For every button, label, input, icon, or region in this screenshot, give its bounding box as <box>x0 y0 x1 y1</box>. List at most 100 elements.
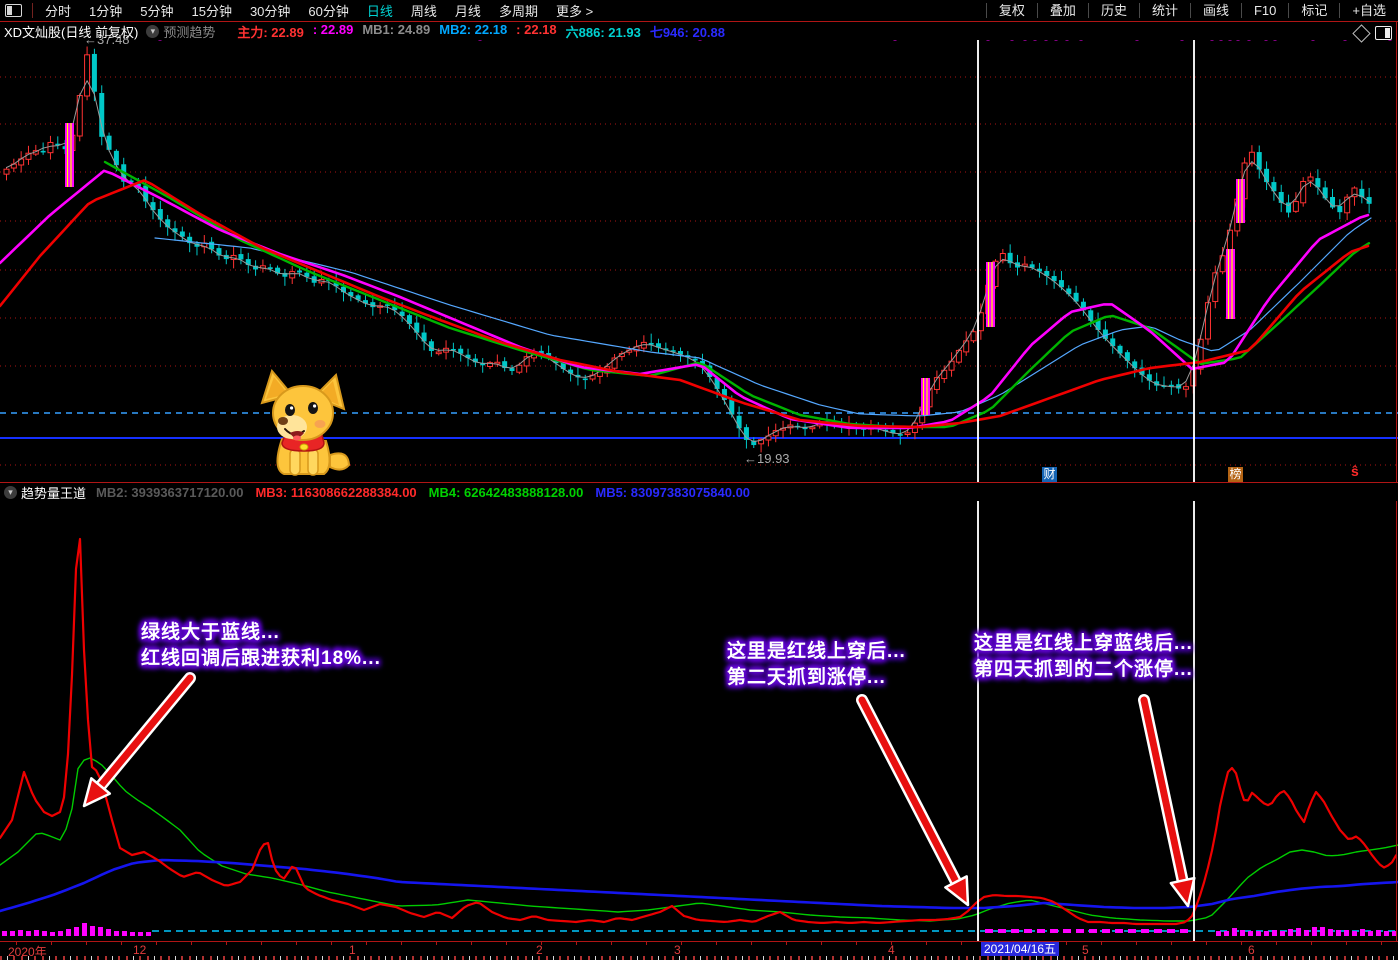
period-tab-8[interactable]: 周线 <box>410 4 437 19</box>
signal-dots-row <box>158 40 1392 41</box>
chart-title-row: XD文灿股(日线 前复权) ▾ 预测趋势 主力: 22.89: 22.89 MB1… <box>0 22 734 41</box>
title-indicator-value: 六886: 21.93 <box>565 25 641 40</box>
axis-tick <box>51 942 52 945</box>
annotation-text-2: 这里是红线上穿后... 第二天抓到涨停... <box>727 639 906 691</box>
main-candlestick-chart[interactable] <box>0 40 1398 482</box>
axis-date-label: 4 <box>888 943 895 957</box>
indicator-values: 主力: 22.89: 22.89 MB1: 24.89 MB2: 22.18: 22… <box>237 22 734 41</box>
sell-signal-marker: ŝ <box>1351 463 1359 479</box>
chart-corner-icons <box>1352 23 1392 43</box>
dog-mascot <box>252 368 352 479</box>
axis-tick <box>961 942 962 945</box>
axis-tick <box>156 942 157 945</box>
axis-tick <box>856 942 857 945</box>
period-tab-10[interactable]: 多周期 <box>498 4 538 19</box>
axis-tick <box>751 942 752 945</box>
chart-badge-marker: 榜 <box>1228 467 1243 482</box>
axis-tick <box>1346 942 1347 945</box>
axis-tick <box>681 942 682 945</box>
annotation-line: 这里是红线上穿后... <box>727 641 906 662</box>
panel-toggle-icon[interactable] <box>1375 26 1392 40</box>
period-tab-3[interactable]: 5分钟 <box>140 4 174 19</box>
price-callout-label: ←37.48 <box>84 32 130 47</box>
ma-green-line <box>103 160 1371 429</box>
axis-tick <box>1381 942 1382 945</box>
axis-tick <box>1206 942 1207 945</box>
axis-tick <box>401 942 402 945</box>
period-tab-5[interactable]: 30分钟 <box>249 4 291 19</box>
toolbar-button-2[interactable]: 叠加 <box>1036 3 1088 18</box>
axis-tick <box>576 942 577 945</box>
axis-date-label: 6 <box>1248 943 1255 957</box>
lower-indicator-name[interactable]: 趋势量王道 <box>21 485 87 501</box>
indicator-green-line <box>0 757 1398 922</box>
period-tab-9[interactable]: 月线 <box>454 4 481 19</box>
limit-up-highlight-bars <box>65 123 1245 415</box>
top-toolbar: 分时 1分钟 5分钟 15分钟 30分钟 60分钟 日线 周线 月线 多周期 更多 > 复权 叠加 历史… <box>0 0 1398 22</box>
axis-tick <box>1171 942 1172 945</box>
axis-tick <box>366 942 367 945</box>
indicator-name[interactable]: 预测趋势 <box>163 25 216 40</box>
axis-tick <box>1066 942 1067 945</box>
chevron-circle-icon[interactable]: ▾ <box>4 485 17 499</box>
candlestick-series <box>3 46 1372 453</box>
dog-mascot-image <box>260 368 351 476</box>
lower-indicator-value: MB2: 3939363717120.00 <box>96 484 244 500</box>
indicator-blue-line <box>0 858 1398 913</box>
toolbar-button-7[interactable]: 标记 <box>1288 3 1339 18</box>
axis-tick <box>541 942 542 945</box>
ma-magenta-line <box>0 169 1370 430</box>
axis-tick <box>226 942 227 945</box>
period-tab-2[interactable]: 1分钟 <box>89 4 123 19</box>
cutoff-content-strip <box>0 956 1398 960</box>
toolbar-button-6[interactable]: F10 <box>1240 3 1288 18</box>
axis-tick <box>646 942 647 945</box>
indicator-red-line <box>0 537 1398 926</box>
lower-indicator-values: MB2: 3939363717120.00 MB3: 11630866228838… <box>96 485 762 500</box>
period-tab-6[interactable]: 60分钟 <box>308 4 349 19</box>
period-tab-11[interactable]: 更多 > <box>555 4 594 19</box>
chevron-circle-icon[interactable]: ▾ <box>146 25 160 38</box>
annotation-line: 第二天抓到涨停... <box>727 667 886 688</box>
lower-indicator-value: MB3: 116308662288384.00 <box>255 484 417 500</box>
lower-indicator-header: ▾ 趋势量王道 MB2: 3939363717120.00 MB3: 116308… <box>0 482 1398 501</box>
period-tab-1[interactable]: 分时 <box>45 4 72 19</box>
lower-indicator-value: MB5: 83097383075840.00 <box>595 484 751 500</box>
axis-tick <box>821 942 822 945</box>
axis-tick <box>506 942 507 945</box>
title-indicator-value: MB1: 24.89 <box>362 22 431 37</box>
toolbar-button-8[interactable]: +自选 <box>1339 3 1398 18</box>
annotation-text-1: 绿线大于蓝线... 红线回调后跟进获利18%... <box>141 620 381 672</box>
selected-date-label: 2021/04/16五 <box>981 942 1060 956</box>
chart-badge-marker: 财 <box>1042 467 1057 482</box>
lower-indicator-chart[interactable] <box>0 500 1398 941</box>
axis-tick <box>1311 942 1312 945</box>
axis-tick <box>331 942 332 945</box>
toolbar-button-1[interactable]: 复权 <box>985 3 1037 18</box>
annotation-text-3: 这里是红线上穿蓝线后... 第四天抓到的二个涨停... <box>974 631 1193 683</box>
lower-indicator-value: MB4: 62642483888128.00 <box>428 484 584 500</box>
axis-date-label: 3 <box>674 943 681 957</box>
axis-tick <box>296 942 297 945</box>
toolbar-button-5[interactable]: 画线 <box>1189 3 1241 18</box>
title-indicator-value: MB2: 22.18 <box>439 22 508 37</box>
period-tab-7[interactable]: 日线 <box>366 4 393 19</box>
ma-red-line <box>0 179 1370 429</box>
title-indicator-value: : 22.89 <box>312 22 354 37</box>
toolbar-button-3[interactable]: 历史 <box>1087 3 1139 18</box>
stock-title: XD文灿股(日线 前复权) <box>4 25 139 40</box>
axis-tick <box>611 942 612 945</box>
date-axis[interactable]: 2020年 12 1 2 3 4 5 6 2021/04/16五 <box>0 941 1398 959</box>
toolbar-button-4[interactable]: 统计 <box>1138 3 1190 18</box>
period-tab-4[interactable]: 15分钟 <box>191 4 232 19</box>
ma-lightblue-line <box>154 217 1372 417</box>
toolbar-right-buttons: 复权 叠加 历史 统计 画线 F10 标记 +自选 <box>985 0 1398 21</box>
diamond-icon[interactable] <box>1352 23 1371 43</box>
title-indicator-value: : 22.18 <box>516 22 557 37</box>
axis-tick <box>191 942 192 945</box>
axis-tick <box>891 942 892 945</box>
layout-split-icon[interactable] <box>5 4 22 17</box>
axis-date-label: 2 <box>536 943 543 957</box>
axis-tick <box>261 942 262 945</box>
